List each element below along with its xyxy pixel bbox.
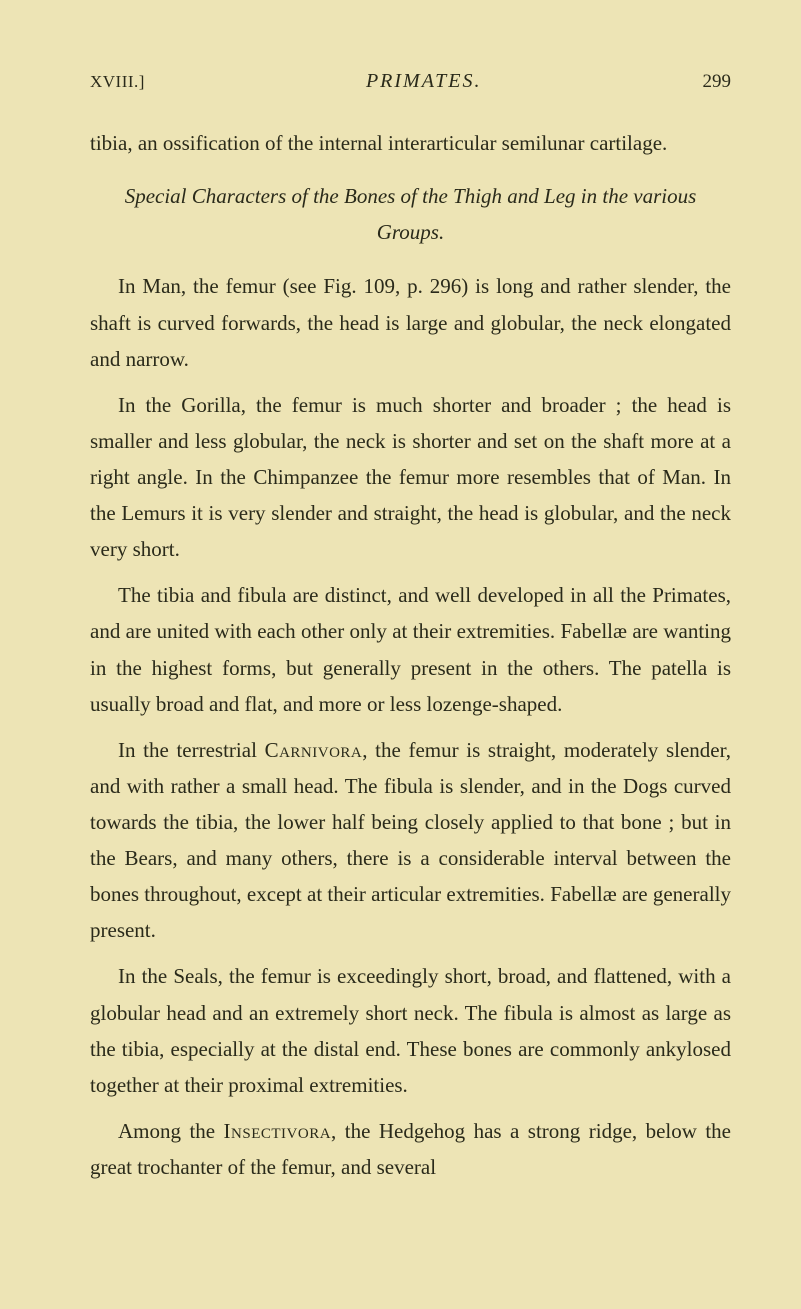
paragraph-tibia-fibula: The tibia and fibula are distinct, and w… [90, 577, 731, 721]
term-insectivora: Insectivora [224, 1119, 332, 1143]
term-carnivora: Carnivora [265, 738, 363, 762]
paragraph-gorilla: In the Gorilla, the femur is much shorte… [90, 387, 731, 568]
text-span: In the terrestrial [118, 738, 265, 762]
chapter-number: XVIII.] [90, 72, 145, 92]
text-span: , the femur is straight, moderately slen… [90, 738, 731, 943]
paragraph-man: In Man, the femur (see Fig. 109, p. 296)… [90, 268, 731, 376]
paragraph-continuation: tibia, an ossification of the internal i… [90, 125, 731, 161]
text-span: Among the [118, 1119, 224, 1143]
page-number: 299 [703, 71, 732, 93]
paragraph-insectivora: Among the Insectivora, the Hedgehog has … [90, 1113, 731, 1185]
page-header: XVIII.] PRIMATES. 299 [90, 70, 731, 93]
paragraph-seals: In the Seals, the femur is exceedingly s… [90, 958, 731, 1102]
paragraph-carnivora: In the terrestrial Carnivora, the femur … [90, 732, 731, 949]
section-heading: Special Characters of the Bones of the T… [90, 179, 731, 250]
page-title: PRIMATES. [366, 70, 482, 93]
